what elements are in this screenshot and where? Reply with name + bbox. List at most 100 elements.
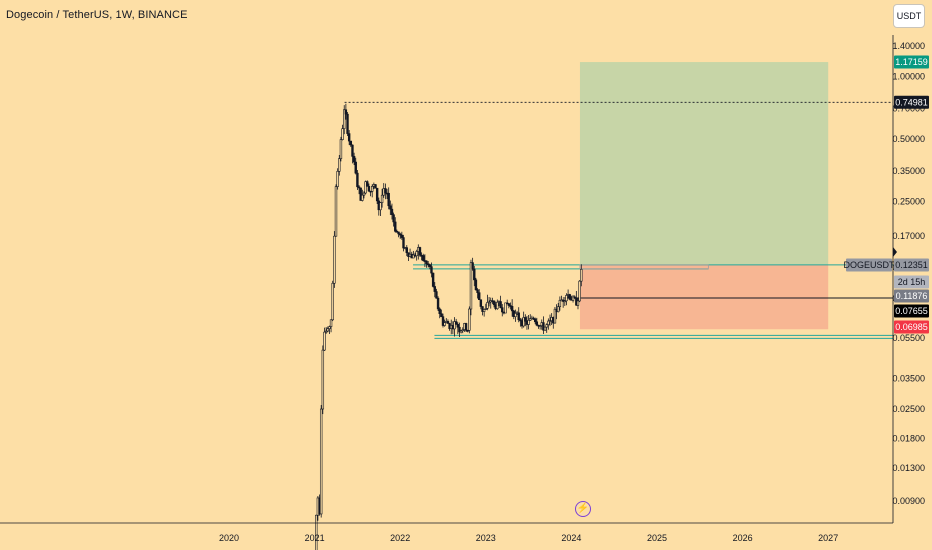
candle-body — [315, 514, 318, 550]
candle — [321, 345, 325, 415]
y-tick-label: 0.03500 — [892, 374, 925, 384]
candle — [431, 272, 435, 288]
candle-body — [387, 192, 390, 207]
candle — [379, 201, 382, 216]
symbol-tag-text: DOGEUSDT — [843, 260, 895, 270]
countdown-badge-bg — [894, 275, 929, 289]
candle-body — [400, 234, 404, 238]
candle-body — [359, 187, 362, 201]
candle — [557, 302, 560, 313]
candle — [453, 317, 456, 337]
candle — [430, 262, 433, 278]
candle-body — [397, 231, 400, 235]
candle — [367, 183, 371, 192]
candle — [436, 296, 440, 311]
candle-body — [333, 235, 336, 284]
candle-body — [426, 263, 430, 266]
candle-body — [326, 328, 329, 332]
candle-body — [428, 264, 432, 267]
candle — [473, 265, 476, 287]
candle-body — [374, 184, 377, 189]
target-badge-text: 1.17159 — [895, 57, 928, 67]
x-tick-label: 2023 — [476, 533, 496, 543]
level-price-badge-text: 0.11876 — [896, 291, 928, 301]
candle-body — [357, 186, 361, 189]
candle — [458, 322, 461, 338]
candle — [492, 300, 496, 308]
candle-body — [354, 161, 357, 174]
candle — [468, 306, 471, 334]
last-price-badge-text: 0.12351 — [895, 260, 928, 270]
candle — [352, 152, 356, 166]
candle — [418, 246, 422, 257]
candle — [384, 183, 387, 200]
candle-body — [431, 272, 435, 287]
candle — [478, 289, 481, 301]
y-tick-label: 0.25000 — [892, 196, 925, 206]
candle-body — [466, 329, 469, 332]
candle — [392, 212, 395, 227]
candle-body — [366, 181, 369, 187]
candle — [334, 184, 338, 237]
candle — [400, 231, 404, 240]
candle-body — [356, 172, 359, 188]
y-tick-label: 0.17000 — [892, 231, 925, 241]
candle — [374, 184, 377, 189]
candle-body — [446, 321, 450, 324]
candle-body — [336, 171, 339, 187]
candle — [580, 264, 583, 287]
candle-body — [479, 299, 483, 307]
candle — [426, 260, 430, 268]
candle-body — [578, 280, 581, 302]
countdown-badge-text: 2d 15h — [898, 277, 926, 287]
candle-body — [473, 268, 476, 281]
candle-body — [476, 289, 479, 293]
candle-body — [412, 254, 415, 259]
candle — [333, 231, 336, 288]
candle — [357, 185, 361, 195]
candle-body — [415, 251, 418, 257]
candle-body — [422, 255, 425, 261]
candle — [443, 319, 446, 327]
candle-body — [522, 317, 525, 327]
candle-body — [343, 109, 346, 129]
candle-body — [510, 306, 514, 312]
candle-body — [558, 299, 562, 307]
candle-body — [565, 295, 568, 302]
candle — [461, 327, 464, 334]
candle-body — [517, 312, 520, 321]
candle-body — [351, 144, 354, 157]
candle-body — [443, 322, 446, 326]
candle-body — [344, 109, 348, 115]
candle-body — [430, 266, 433, 274]
flash-icon[interactable]: ⚡ — [575, 501, 591, 517]
candle — [425, 260, 428, 268]
candle — [319, 405, 323, 518]
candle — [471, 257, 474, 271]
axis-layer: 1.400001.000000.700000.500000.350000.250… — [0, 35, 925, 543]
candle — [402, 234, 405, 252]
scroll-arrow-icon — [893, 247, 897, 257]
candle-body — [394, 221, 397, 232]
candle — [389, 200, 392, 215]
candle-body — [468, 308, 471, 331]
candle — [446, 319, 450, 324]
candle — [366, 180, 369, 187]
candle-body — [319, 408, 323, 515]
label-layer: 1.17159 0.74981 DOGEUSDT 0.12351 2d 15h 0.118… — [843, 55, 929, 334]
level-price-badge: 0.11876 — [894, 289, 929, 303]
candle — [361, 189, 364, 202]
candle-body — [481, 306, 484, 312]
last-price-badge-bg — [894, 258, 929, 272]
candle-body — [441, 316, 445, 326]
currency-button[interactable]: USDT — [893, 4, 925, 28]
x-tick-label: 2027 — [818, 533, 838, 543]
candle-body — [478, 292, 481, 301]
candle — [568, 293, 571, 301]
x-tick-label: 2022 — [390, 533, 410, 543]
x-tick-label: 2025 — [647, 533, 667, 543]
candle — [507, 303, 511, 309]
candle — [545, 323, 548, 333]
candle — [499, 295, 502, 309]
